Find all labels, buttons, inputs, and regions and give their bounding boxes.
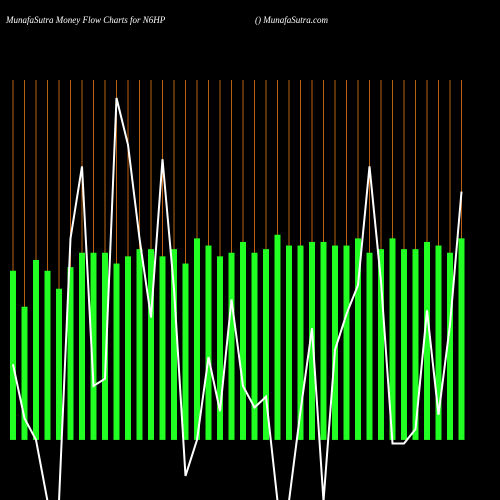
price-line	[12, 97, 463, 500]
bar	[378, 249, 384, 440]
bar	[148, 249, 154, 440]
bar	[44, 270, 51, 440]
bar	[401, 249, 407, 440]
bar	[33, 259, 39, 440]
bar	[332, 245, 338, 440]
bar	[435, 245, 442, 440]
bar	[79, 252, 85, 440]
bar	[194, 238, 200, 440]
bar	[125, 256, 131, 440]
bar	[389, 238, 396, 440]
bar	[320, 241, 327, 440]
bar	[171, 249, 177, 440]
bar	[67, 267, 74, 440]
bar	[286, 245, 292, 440]
bar	[274, 234, 281, 440]
bar	[182, 263, 189, 440]
bar	[136, 249, 143, 440]
bar	[240, 241, 246, 440]
bar	[205, 245, 212, 440]
bar	[412, 249, 419, 440]
bar	[263, 249, 269, 440]
bar	[228, 252, 235, 440]
bar	[10, 270, 16, 440]
bar	[90, 252, 97, 440]
bar	[366, 252, 373, 440]
bar	[424, 241, 430, 440]
bar	[251, 252, 258, 440]
chart-title: MunafaSutra Money Flow Charts for N6HP	[5, 15, 166, 25]
bar	[355, 238, 361, 440]
bar	[21, 306, 28, 440]
bar	[102, 252, 108, 440]
bar	[447, 252, 453, 440]
bar	[113, 263, 120, 440]
bar	[458, 238, 465, 440]
chart-subtitle: () MunafaSutra.com	[255, 15, 328, 25]
bar	[159, 256, 166, 440]
bar	[56, 288, 62, 440]
bar	[297, 245, 304, 440]
bar	[343, 245, 350, 440]
bar	[217, 256, 223, 440]
